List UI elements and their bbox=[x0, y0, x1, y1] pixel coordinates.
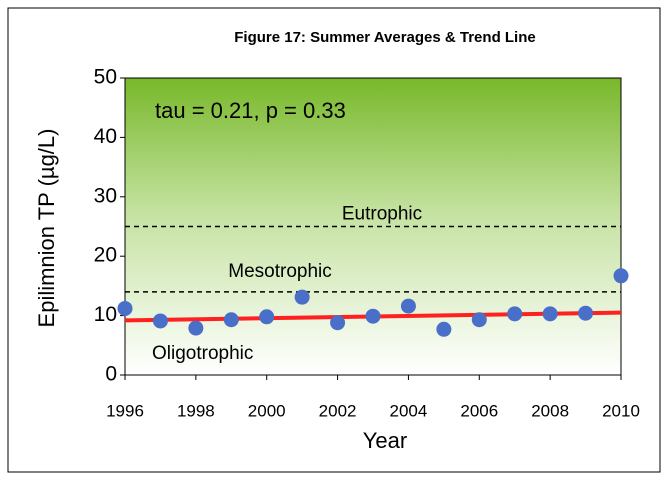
point bbox=[365, 308, 381, 324]
y-tick-label: 50 bbox=[94, 66, 117, 89]
x-tick-label: 1998 bbox=[177, 401, 215, 420]
point bbox=[400, 298, 416, 314]
annotation: tau = 0.21, p = 0.33 bbox=[155, 98, 346, 123]
point bbox=[436, 321, 452, 337]
y-axis-label: Epilimnion TP (µg/L) bbox=[34, 129, 59, 328]
y-tick-label: 20 bbox=[94, 244, 117, 267]
x-tick-label: 2010 bbox=[602, 401, 640, 420]
class-label: Oligotrophic bbox=[152, 343, 253, 364]
x-axis-label: Year bbox=[363, 428, 407, 453]
point bbox=[117, 300, 133, 316]
threshold-label: Mesotrophic bbox=[228, 261, 332, 282]
point bbox=[330, 315, 346, 331]
y-tick-label: 30 bbox=[94, 184, 117, 207]
point bbox=[471, 312, 487, 328]
y-tick-label: 10 bbox=[94, 303, 117, 326]
frame bbox=[7, 7, 661, 473]
x-tick-label: 1996 bbox=[106, 401, 144, 420]
point bbox=[542, 306, 558, 322]
point bbox=[259, 309, 275, 325]
x-tick-label: 2006 bbox=[460, 401, 498, 420]
point bbox=[223, 312, 239, 328]
y-tick-label: 40 bbox=[94, 125, 117, 148]
threshold-label: Eutrophic bbox=[342, 204, 422, 225]
x-tick-label: 2002 bbox=[319, 401, 357, 420]
x-tick-label: 2000 bbox=[248, 401, 286, 420]
chart-title: Figure 17: Summer Averages & Trend Line bbox=[234, 29, 535, 46]
point bbox=[294, 289, 310, 305]
point bbox=[152, 313, 168, 329]
x-tick-label: 2004 bbox=[390, 401, 428, 420]
x-tick-label: 2008 bbox=[531, 401, 569, 420]
point bbox=[507, 306, 523, 322]
point bbox=[578, 305, 594, 321]
point bbox=[188, 320, 204, 336]
y-tick-label: 0 bbox=[105, 363, 117, 386]
point bbox=[613, 268, 629, 284]
